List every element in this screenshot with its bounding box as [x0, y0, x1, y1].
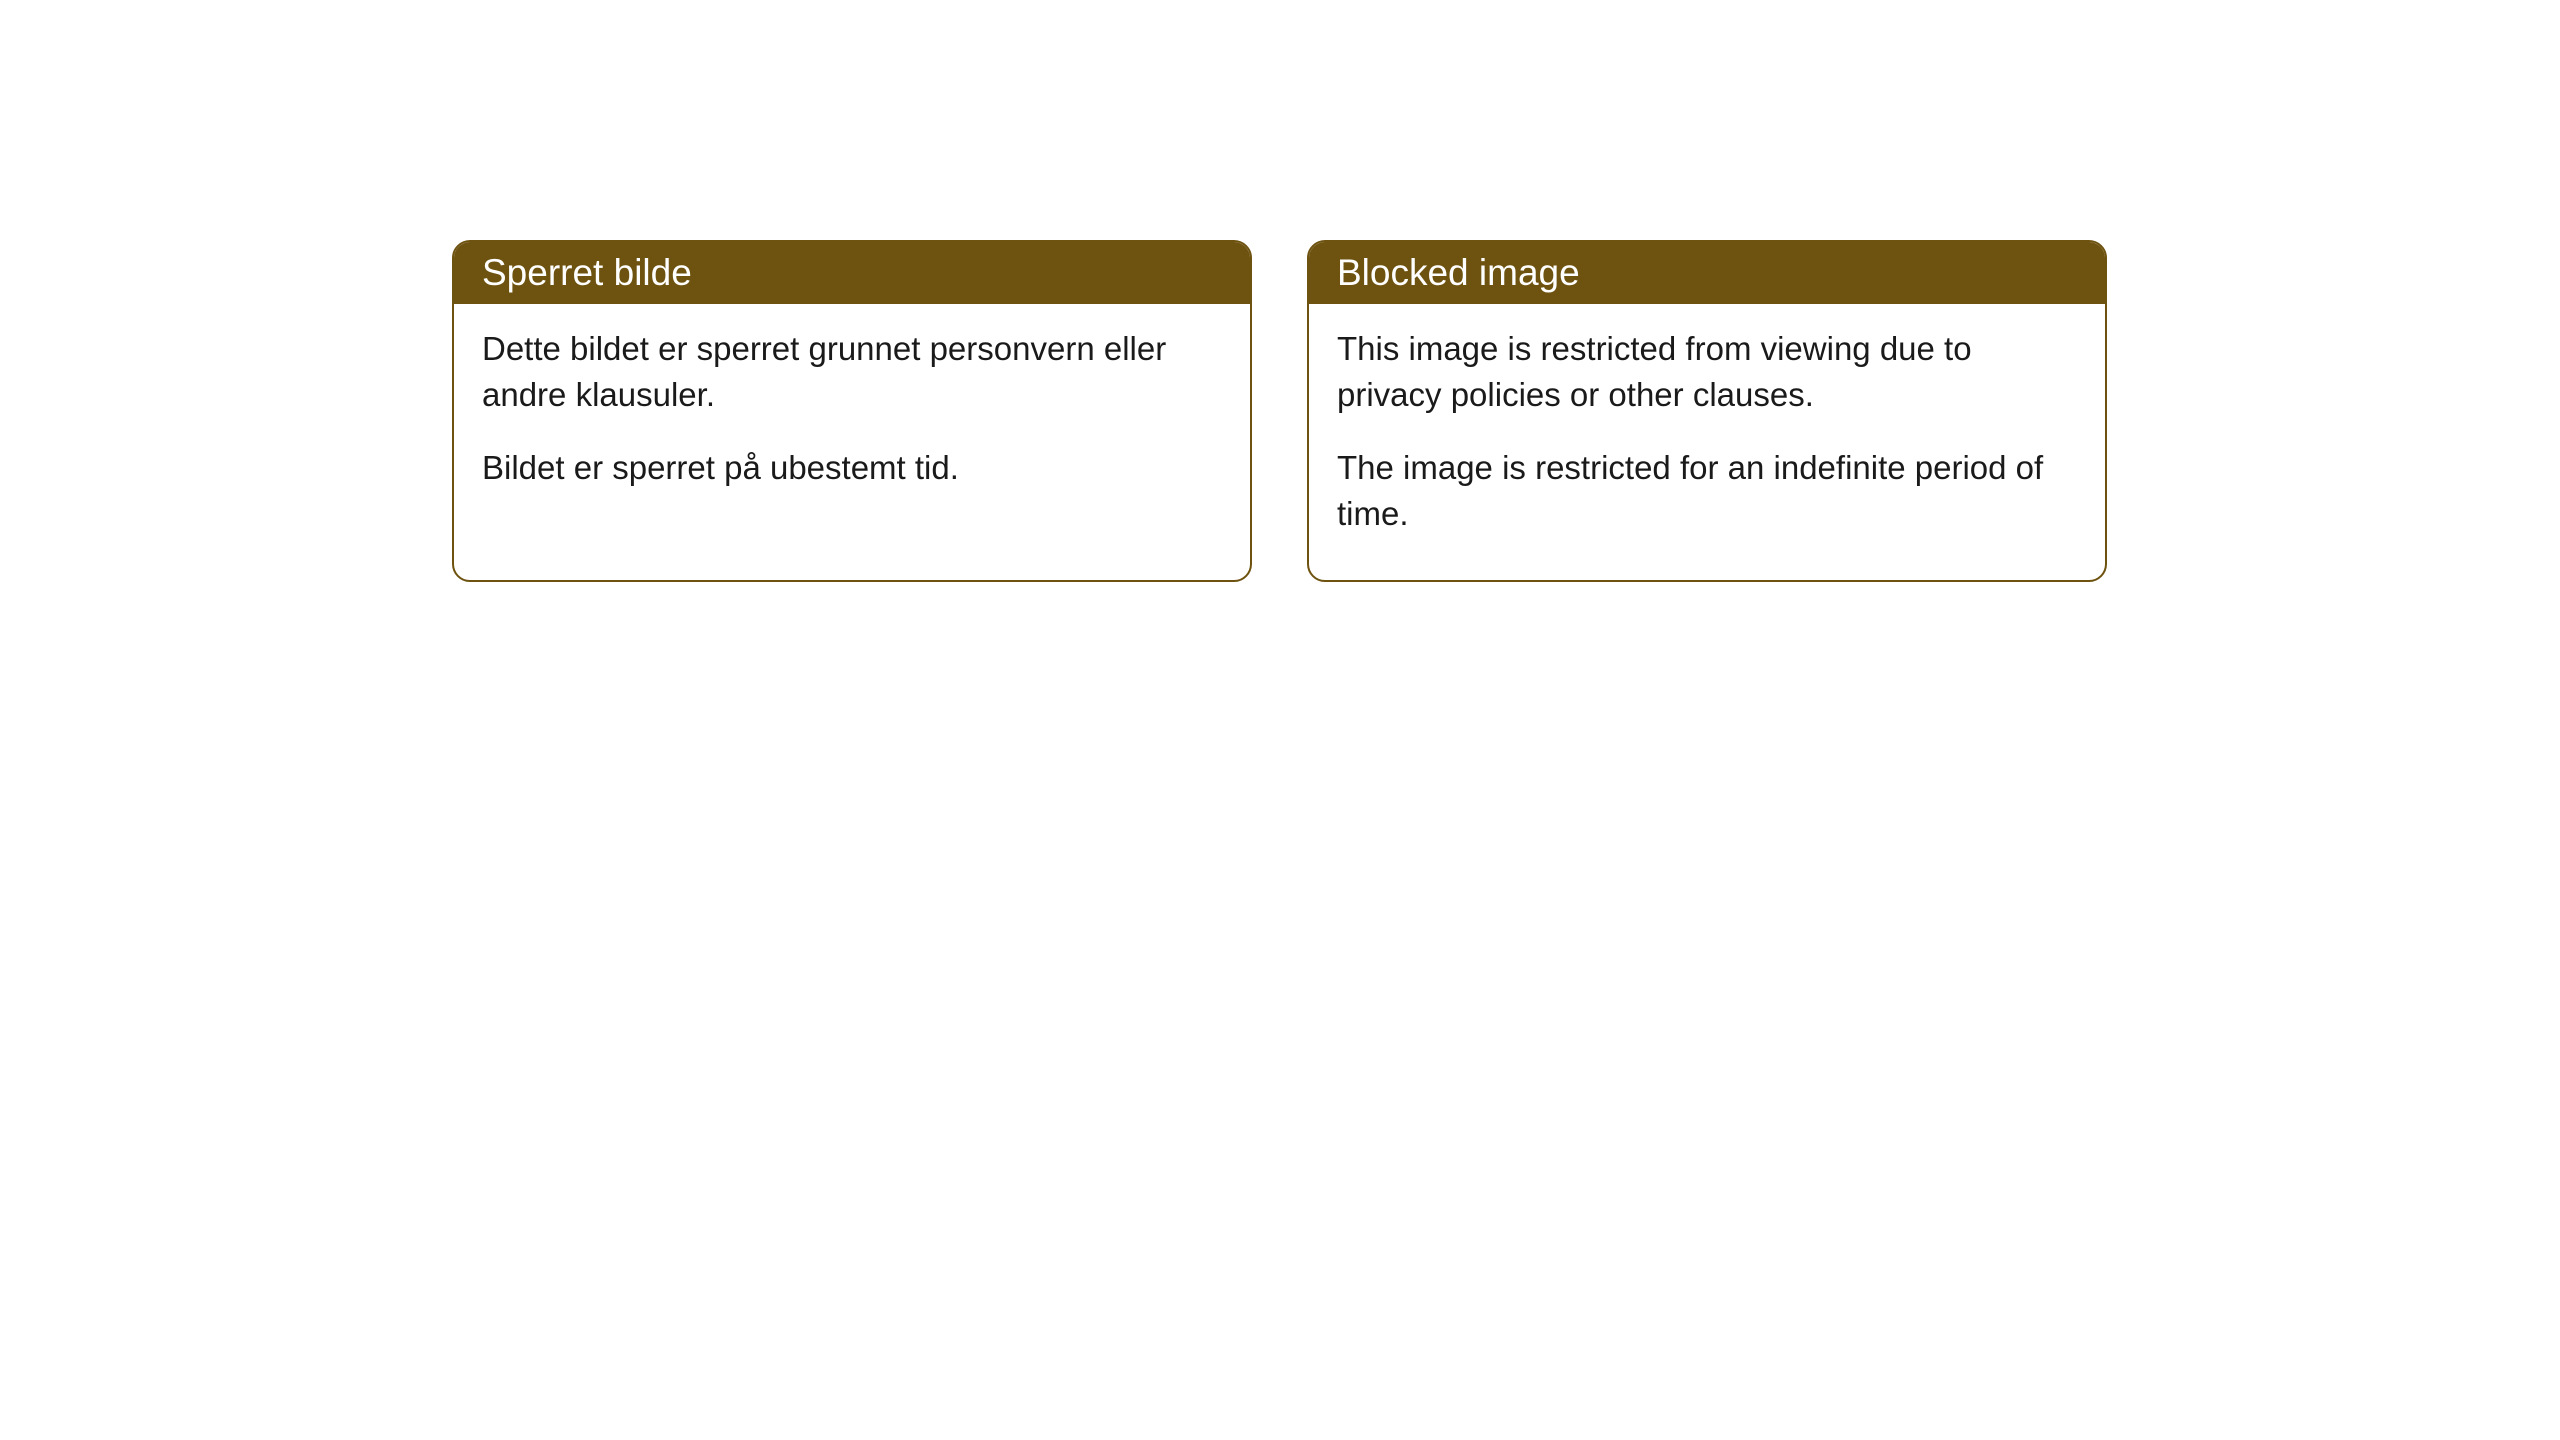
card-header: Blocked image — [1309, 242, 2105, 304]
card-paragraph: Bildet er sperret på ubestemt tid. — [482, 445, 1222, 491]
card-body: Dette bildet er sperret grunnet personve… — [454, 304, 1250, 535]
notice-card-norwegian: Sperret bilde Dette bildet er sperret gr… — [452, 240, 1252, 582]
card-header: Sperret bilde — [454, 242, 1250, 304]
card-paragraph: Dette bildet er sperret grunnet personve… — [482, 326, 1222, 417]
card-title: Sperret bilde — [482, 252, 692, 293]
notice-cards-container: Sperret bilde Dette bildet er sperret gr… — [452, 240, 2107, 582]
card-body: This image is restricted from viewing du… — [1309, 304, 2105, 580]
notice-card-english: Blocked image This image is restricted f… — [1307, 240, 2107, 582]
card-title: Blocked image — [1337, 252, 1580, 293]
card-paragraph: This image is restricted from viewing du… — [1337, 326, 2077, 417]
card-paragraph: The image is restricted for an indefinit… — [1337, 445, 2077, 536]
